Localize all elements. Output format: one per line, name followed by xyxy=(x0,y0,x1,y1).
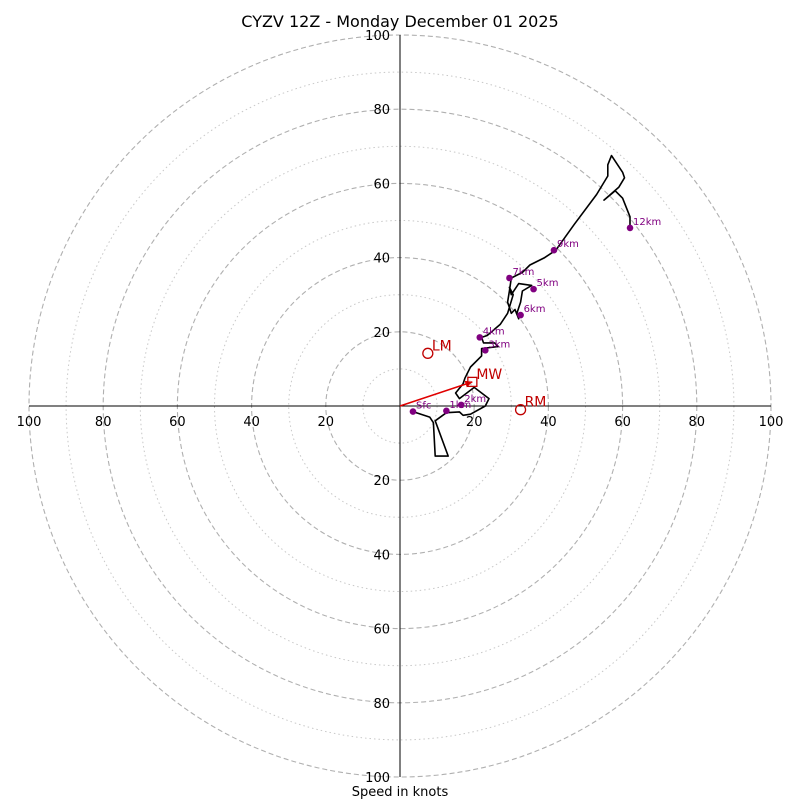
tick-bottom-80: 80 xyxy=(373,697,390,712)
height-label-7km: 7km xyxy=(512,267,534,278)
storm-label-rm: RM xyxy=(525,395,547,411)
height-label-2km: 2km xyxy=(464,394,486,405)
tick-top-100: 100 xyxy=(365,29,390,44)
height-markers-layer: Sfc1km2km3km4km5km6km7km9km12km xyxy=(409,217,661,415)
tick-right-20: 20 xyxy=(466,415,483,430)
height-marker-sfc xyxy=(409,408,417,415)
tick-bottom-20: 20 xyxy=(373,474,390,489)
tick-right-100: 100 xyxy=(759,415,784,430)
height-marker-6km xyxy=(517,311,524,319)
tick-top-40: 40 xyxy=(373,252,390,267)
tick-right-80: 80 xyxy=(689,415,706,430)
height-label-5km: 5km xyxy=(537,278,559,289)
hodograph-trace xyxy=(412,154,631,457)
mean-wind-arrow-shaft xyxy=(399,381,473,407)
height-label-4km: 4km xyxy=(483,326,505,337)
storm-marker-rm xyxy=(514,404,527,416)
height-marker-5km xyxy=(530,285,537,293)
height-marker-9km xyxy=(550,246,558,254)
tick-left-60: 60 xyxy=(169,415,186,430)
tick-bottom-100: 100 xyxy=(365,771,390,786)
tick-top-60: 60 xyxy=(373,177,390,192)
height-label-sfc: Sfc xyxy=(416,401,431,412)
tick-left-80: 80 xyxy=(95,415,112,430)
chart-title: CYZV 12Z - Monday December 01 2025 xyxy=(241,12,558,31)
storm-label-lm: LM xyxy=(432,338,452,354)
tick-bottom-40: 40 xyxy=(373,548,390,563)
x-axis-label: Speed in knots xyxy=(352,785,449,800)
tick-left-100: 100 xyxy=(17,415,42,430)
height-marker-12km xyxy=(626,224,634,232)
storm-motion-layer: LM MW RM xyxy=(422,338,547,416)
tick-right-60: 60 xyxy=(614,415,631,430)
storm-label-mw: MW xyxy=(476,367,502,383)
tick-left-20: 20 xyxy=(318,415,335,430)
height-label-3km: 3km xyxy=(488,339,510,350)
height-marker-4km xyxy=(476,334,484,341)
storm-marker-lm xyxy=(422,347,434,359)
hodograph-trace-layer xyxy=(412,154,631,457)
storm-marker-mw xyxy=(467,376,478,388)
height-marker-7km xyxy=(506,274,513,282)
height-label-9km: 9km xyxy=(557,239,579,250)
tick-bottom-60: 60 xyxy=(373,623,390,638)
tick-top-20: 20 xyxy=(373,326,390,341)
height-marker-1km xyxy=(443,407,450,415)
height-label-12km: 12km xyxy=(633,217,661,228)
height-label-6km: 6km xyxy=(524,304,546,315)
height-marker-3km xyxy=(482,347,489,354)
height-marker-2km xyxy=(457,401,465,409)
tick-top-80: 80 xyxy=(373,103,390,118)
tick-right-40: 40 xyxy=(540,415,557,430)
tick-left-40: 40 xyxy=(243,415,260,430)
tick-labels: 20 20 20 20 40 40 40 40 60 60 60 60 80 80 80 80 100 100 10… xyxy=(17,29,784,786)
